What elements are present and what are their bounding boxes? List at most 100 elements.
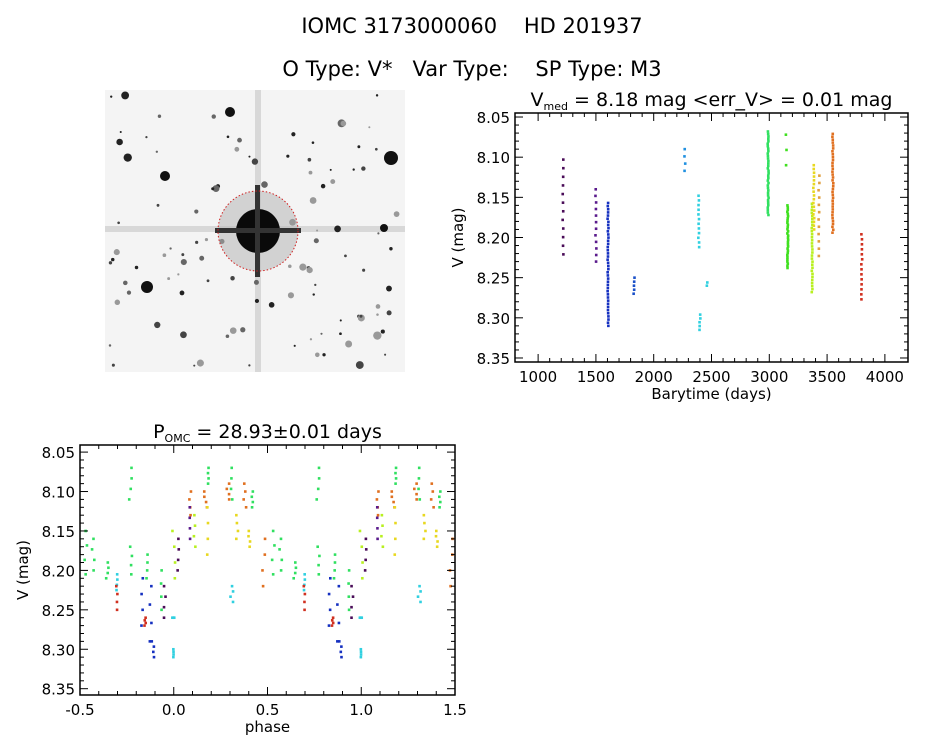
bright-star <box>160 171 170 181</box>
data-point <box>358 616 362 620</box>
data-point <box>261 569 264 572</box>
data-point <box>438 506 441 509</box>
field-star <box>154 321 161 329</box>
data-point <box>812 197 816 201</box>
data-point <box>786 219 789 222</box>
data-point <box>347 582 350 585</box>
data-point <box>786 210 789 214</box>
data-point <box>784 133 788 136</box>
data-point <box>162 616 166 620</box>
field-star <box>199 255 205 261</box>
data-point <box>230 584 234 588</box>
field-star <box>362 268 366 272</box>
data-point <box>229 595 232 598</box>
data-point <box>207 477 210 480</box>
data-point <box>434 534 438 538</box>
data-point <box>415 492 418 496</box>
data-point <box>633 276 636 279</box>
data-point <box>333 569 336 572</box>
data-point <box>360 545 364 549</box>
field-star <box>309 338 313 341</box>
data-point <box>697 217 701 221</box>
data-point <box>810 278 814 282</box>
y-tick-label: 8.10 <box>477 149 510 167</box>
data-point <box>434 529 438 533</box>
data-point <box>810 235 814 239</box>
data-point <box>810 211 814 215</box>
data-point <box>394 482 397 485</box>
data-point <box>606 214 610 217</box>
data-point <box>172 647 175 651</box>
data-point <box>294 566 298 570</box>
data-point <box>766 130 770 133</box>
data-point <box>150 640 154 643</box>
data-point <box>376 527 379 530</box>
data-point <box>831 231 834 234</box>
field-star <box>230 276 235 281</box>
data-point <box>189 490 193 493</box>
data-point <box>786 245 790 248</box>
data-point <box>766 142 769 146</box>
data-point <box>697 231 701 235</box>
data-point <box>244 506 248 509</box>
data-point <box>606 239 610 243</box>
field-star <box>195 240 199 244</box>
data-point <box>430 482 434 485</box>
data-point <box>831 138 835 141</box>
data-point <box>392 500 395 504</box>
data-point <box>810 290 814 294</box>
data-point <box>377 490 380 493</box>
data-point <box>333 553 337 556</box>
data-point <box>810 232 814 236</box>
data-point <box>106 571 110 575</box>
data-point <box>562 166 565 170</box>
data-point <box>697 213 700 216</box>
y-tick-label: 8.20 <box>42 562 75 580</box>
data-point <box>449 584 452 588</box>
data-point <box>316 545 319 549</box>
data-point <box>162 605 166 609</box>
data-point <box>812 205 816 209</box>
data-point <box>193 524 197 528</box>
data-point <box>114 584 118 588</box>
y-tick-label: 8.30 <box>42 641 75 659</box>
data-point <box>698 313 702 316</box>
data-point <box>860 278 863 281</box>
data-point <box>280 558 284 562</box>
data-point <box>351 595 355 598</box>
data-point <box>350 616 353 620</box>
data-point <box>381 545 385 549</box>
data-point <box>810 208 814 212</box>
data-point <box>811 272 814 276</box>
data-point <box>831 141 835 144</box>
field-star <box>251 158 259 165</box>
data-point <box>606 308 610 312</box>
data-point <box>812 190 815 193</box>
field-star <box>374 147 378 151</box>
data-point <box>329 576 332 580</box>
field-star <box>253 279 259 285</box>
field-star <box>240 327 246 333</box>
data-point <box>594 240 598 244</box>
data-point <box>766 154 770 158</box>
data-point <box>230 498 234 501</box>
data-point <box>818 181 821 185</box>
x-tick-label: 1.5 <box>443 701 467 719</box>
data-point <box>831 158 835 162</box>
data-point <box>812 228 816 231</box>
field-star <box>368 126 371 129</box>
field-star <box>211 114 216 119</box>
data-point <box>812 209 816 212</box>
data-point <box>831 219 835 223</box>
data-point <box>418 584 421 588</box>
data-point <box>436 540 439 543</box>
data-point <box>766 201 770 205</box>
data-point <box>831 205 834 208</box>
data-point <box>831 150 834 153</box>
data-point <box>261 584 265 588</box>
field-star <box>111 257 115 262</box>
data-point <box>766 198 770 202</box>
field-star <box>306 266 313 274</box>
data-point <box>786 223 790 227</box>
